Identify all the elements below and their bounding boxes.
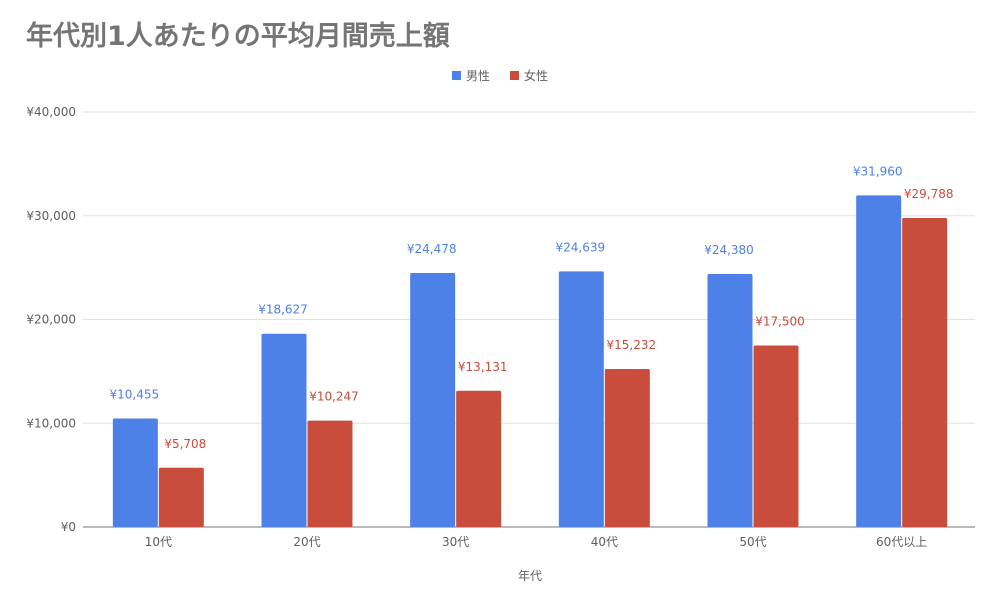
bar-男性-10代 <box>112 418 158 527</box>
legend-label: 女性 <box>524 68 548 83</box>
bar-女性-10代 <box>158 467 204 527</box>
data-label: ¥24,478 <box>407 242 457 256</box>
bar-女性-20代 <box>307 420 353 527</box>
bar-女性-40代 <box>604 368 650 527</box>
bar-男性-50代 <box>707 274 753 527</box>
y-tick-label: ¥20,000 <box>26 313 76 327</box>
chart-title: 年代別1人あたりの平均月間売上額 <box>26 21 450 52</box>
bar-男性-40代 <box>558 271 604 527</box>
bar-女性-30代 <box>456 390 502 527</box>
x-tick-label: 20代 <box>293 535 320 549</box>
data-label: ¥10,455 <box>110 388 160 402</box>
bar-女性-60代以上 <box>902 217 948 527</box>
legend-swatch-男性 <box>452 71 461 80</box>
data-label: ¥10,247 <box>309 390 359 404</box>
bar-女性-50代 <box>753 345 799 527</box>
data-label: ¥29,788 <box>904 187 954 201</box>
data-label: ¥17,500 <box>755 314 805 328</box>
x-tick-label: 60代以上 <box>876 535 927 549</box>
x-tick-label: 10代 <box>145 535 172 549</box>
y-tick-label: ¥10,000 <box>26 416 76 430</box>
data-label: ¥15,232 <box>607 338 657 352</box>
data-label: ¥18,627 <box>258 303 308 317</box>
data-label: ¥5,708 <box>164 437 206 451</box>
x-tick-label: 30代 <box>442 535 469 549</box>
bar-男性-60代以上 <box>856 195 902 528</box>
bar-男性-20代 <box>261 333 307 527</box>
bar-男性-30代 <box>410 273 456 527</box>
y-tick-label: ¥30,000 <box>26 209 76 223</box>
x-tick-label: 40代 <box>591 535 618 549</box>
data-label: ¥13,131 <box>458 360 508 374</box>
x-tick-label: 50代 <box>739 535 766 549</box>
x-axis-title: 年代 <box>518 569 542 583</box>
legend-label: 男性 <box>466 69 490 83</box>
data-label: ¥31,960 <box>853 164 903 178</box>
data-label: ¥24,380 <box>704 243 754 257</box>
y-tick-label: ¥0 <box>61 520 76 534</box>
legend-swatch-女性 <box>510 71 519 80</box>
y-tick-label: ¥40,000 <box>26 105 76 119</box>
data-label: ¥24,639 <box>556 240 606 254</box>
